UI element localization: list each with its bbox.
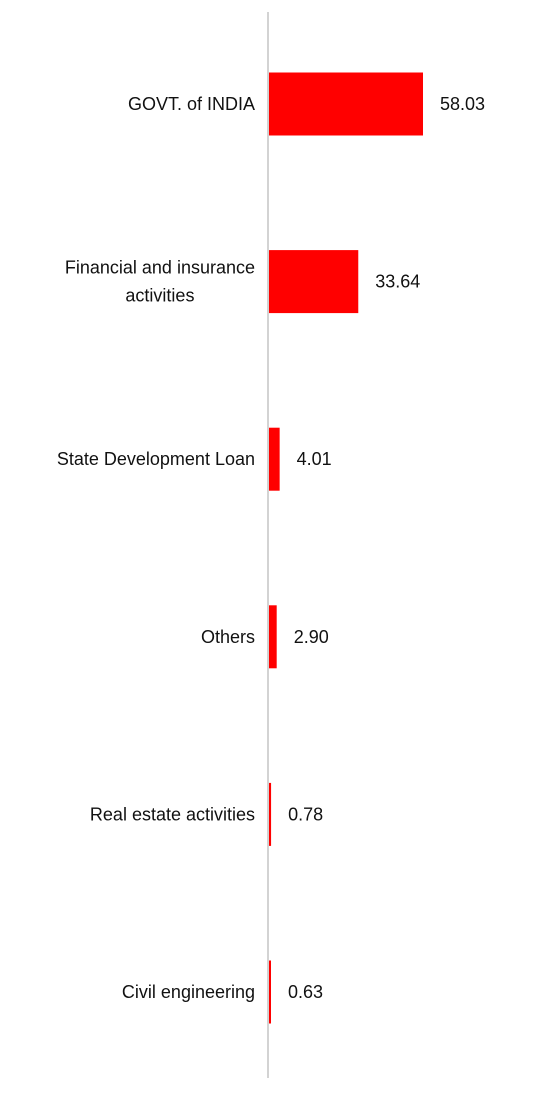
- category-label-3: Others: [201, 627, 255, 647]
- bar-5: [269, 960, 271, 1024]
- value-label-1: 33.64: [375, 272, 420, 292]
- bar-0: [269, 72, 423, 136]
- value-label-2: 4.01: [297, 449, 332, 469]
- category-label-1: Financial and insurance activities: [65, 258, 255, 306]
- bar-3: [269, 605, 277, 669]
- value-label-5: 0.63: [288, 982, 323, 1002]
- category-label-2: State Development Loan: [57, 449, 255, 469]
- bar-2: [269, 427, 280, 491]
- category-label-0: GOVT. of INDIA: [128, 94, 255, 114]
- category-label-5: Civil engineering: [122, 982, 255, 1002]
- value-label-3: 2.90: [294, 627, 329, 647]
- bar-4: [269, 782, 272, 846]
- category-label-4: Real estate activities: [90, 804, 255, 824]
- value-label-4: 0.78: [288, 804, 323, 824]
- value-label-0: 58.03: [440, 94, 485, 114]
- bar-1: [269, 250, 359, 314]
